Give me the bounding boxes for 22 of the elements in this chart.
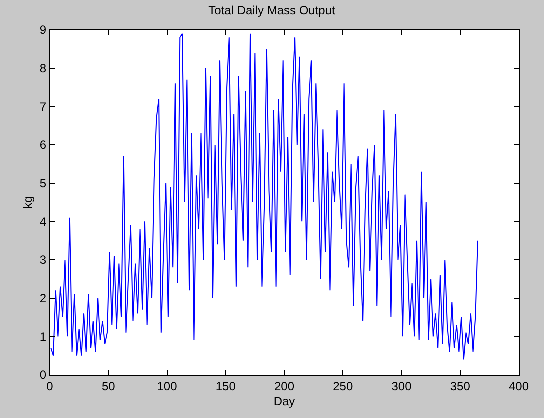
y-tick-label: 0 — [40, 368, 47, 382]
y-tick-label: 7 — [40, 100, 47, 114]
x-tick-label: 150 — [216, 379, 236, 394]
y-tick-label: 3 — [40, 253, 47, 268]
y-tick-label: 8 — [40, 62, 47, 76]
x-tick-label: 50 — [102, 379, 116, 394]
y-tick-label: 2 — [40, 292, 47, 306]
x-axis-title: Day — [274, 394, 296, 408]
y-tick-label: 9 — [40, 23, 47, 38]
x-tick-label: 300 — [392, 379, 412, 394]
chart-title: Total Daily Mass Output — [208, 4, 336, 18]
x-tick-label: 100 — [157, 379, 178, 394]
y-tick-label: 5 — [40, 176, 47, 191]
x-tick-label: 250 — [333, 379, 354, 394]
y-tick-label: 1 — [40, 330, 47, 344]
y-axis-title: kg — [21, 196, 36, 209]
x-tick-label: 200 — [274, 379, 295, 394]
y-tick-label: 6 — [40, 138, 47, 152]
y-tick-label: 4 — [40, 214, 47, 229]
x-tick-label: 350 — [450, 379, 471, 394]
x-tick-label: 400 — [508, 379, 530, 394]
line-series — [50, 33, 478, 360]
